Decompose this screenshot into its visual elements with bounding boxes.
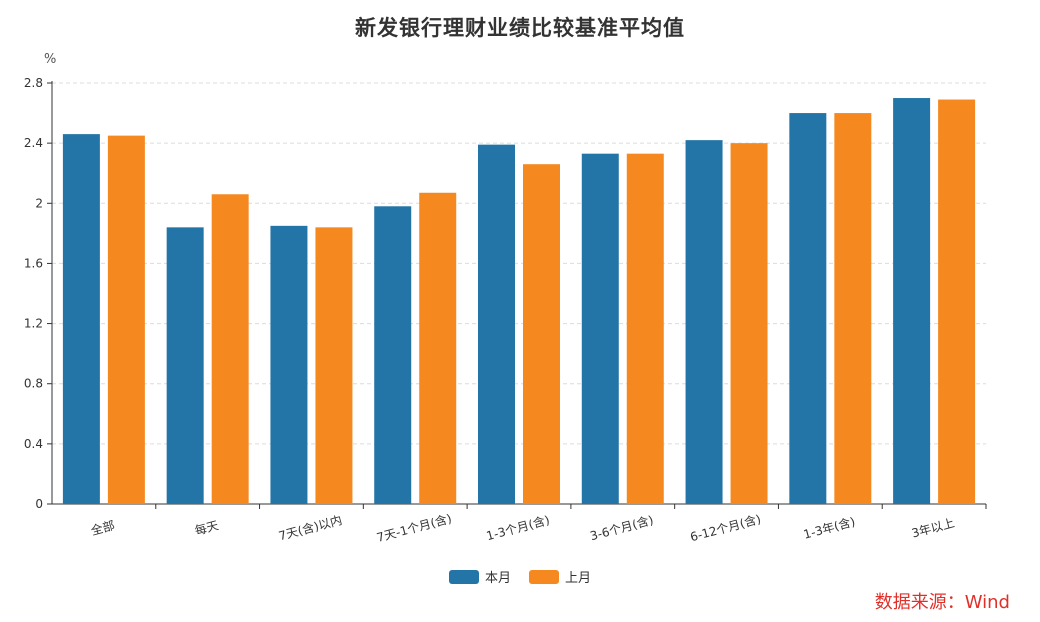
y-tick-label: 0 (35, 497, 43, 511)
bar-series-2 (626, 153, 664, 505)
chart-title: 新发银行理财业绩比较基准平均值 (355, 16, 685, 40)
bar-series-2 (523, 164, 560, 504)
bar-series-2 (315, 227, 353, 505)
x-tick-label: 6-12个月(含) (688, 511, 762, 544)
bar-series-1 (478, 144, 515, 504)
bar-series-2 (211, 194, 249, 504)
legend-swatch (529, 569, 559, 584)
bar-series-1 (581, 153, 619, 505)
bar-series-2 (938, 99, 976, 505)
bar-series-1 (685, 140, 723, 504)
legend-item-series-1[interactable]: 本月 (448, 567, 511, 586)
bar-series-1 (166, 227, 204, 505)
bar-series-1 (789, 113, 827, 505)
y-tick-label: 0.8 (24, 377, 43, 391)
legend-item-series-2[interactable]: 上月 (529, 567, 591, 586)
bar-series-2 (107, 135, 145, 504)
legend-label: 上月 (565, 571, 592, 586)
y-tick-label: 2 (35, 196, 43, 210)
bar-series-1 (893, 98, 931, 505)
bar-series-2 (730, 143, 768, 504)
y-tick-label: 0.4 (24, 437, 43, 451)
y-tick-label: 2.8 (24, 76, 43, 90)
bar-chart: 0 0.4 0.8 1.2 1.6 2 2.4 2.8 全部 每天 7天(含)以内 7天-1个月(含)… (24, 76, 987, 545)
y-tick-label: 1.6 (24, 256, 43, 270)
legend: 本月 上月 (0, 567, 1040, 586)
bar-series-1 (62, 134, 100, 504)
x-tick-label: 7天-1个月(含) (375, 510, 453, 544)
x-tick-label: 3年以上 (910, 516, 956, 541)
x-tick-label: 每天 (193, 517, 220, 538)
bar-series-1 (374, 206, 412, 505)
y-axis-unit-label: % (44, 52, 57, 67)
x-tick-label: 1-3年(含) (802, 514, 857, 542)
y-tick-label: 2.4 (24, 136, 43, 150)
x-tick-label: 1-3个月(含) (485, 512, 552, 543)
y-tick-label: 1.2 (24, 317, 43, 331)
bar-series-2 (834, 113, 872, 505)
legend-swatch (448, 569, 479, 584)
x-tick-label: 3-6个月(含) (588, 512, 655, 543)
x-tick-label: 7天(含)以内 (277, 512, 344, 543)
legend-label: 本月 (484, 571, 511, 586)
bar-series-2 (419, 192, 457, 504)
bar-series-1 (270, 225, 308, 504)
source-note: 数据来源：Wind (874, 592, 1010, 613)
x-tick-label: 全部 (89, 517, 116, 538)
